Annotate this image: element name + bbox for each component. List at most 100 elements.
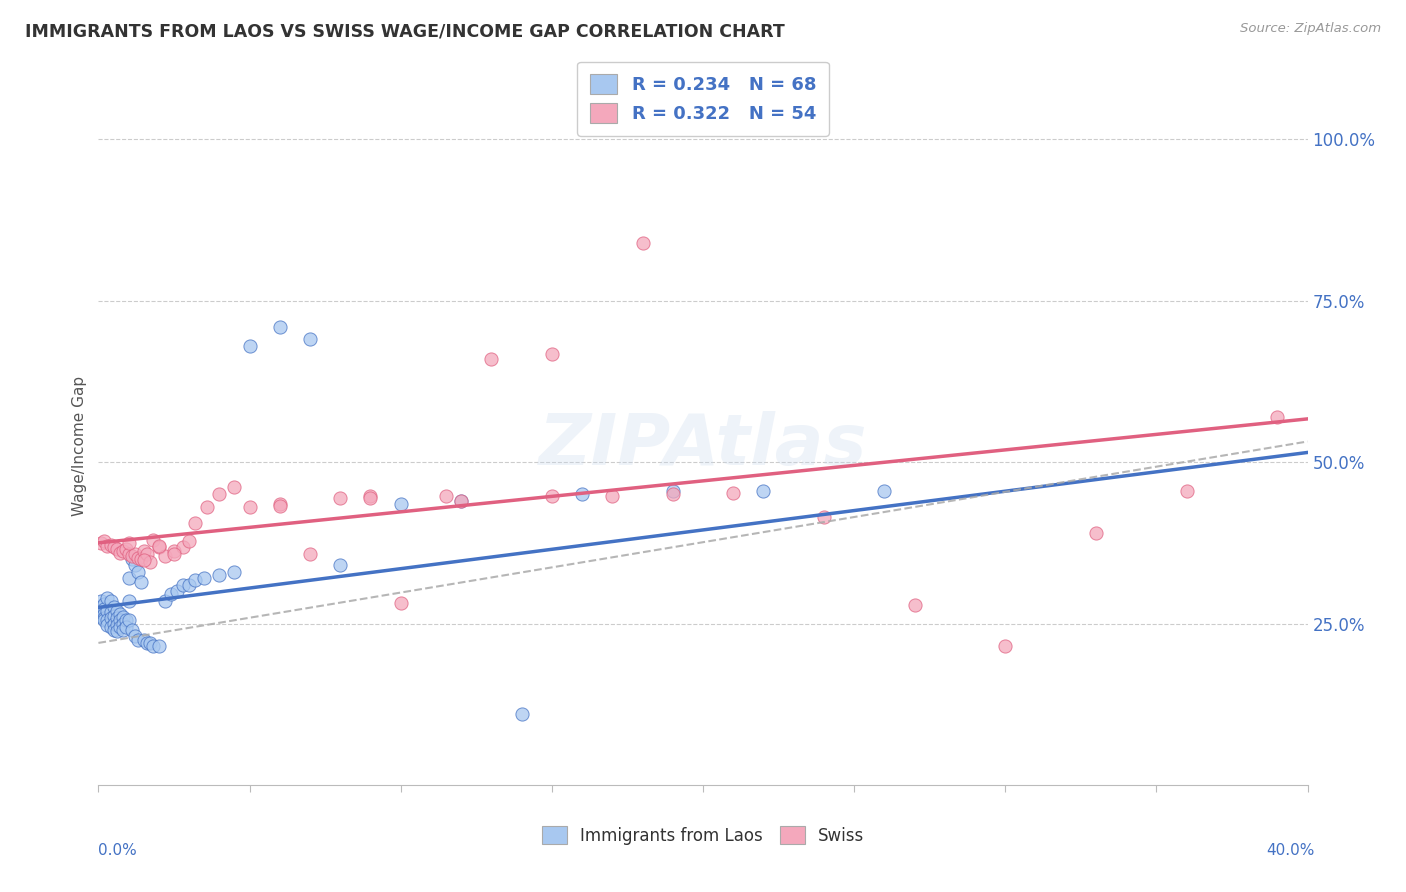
Point	[127, 632, 149, 647]
Point	[434, 489, 457, 503]
Point	[450, 494, 472, 508]
Point	[118, 613, 141, 627]
Point	[127, 550, 149, 565]
Point	[90, 594, 112, 608]
Point	[105, 542, 128, 557]
Point	[481, 351, 503, 366]
Point	[269, 499, 291, 513]
Point	[111, 623, 134, 637]
Point	[208, 487, 231, 501]
Point	[114, 620, 136, 634]
Point	[132, 553, 155, 567]
Point	[172, 578, 194, 592]
Point	[105, 617, 128, 632]
Point	[105, 624, 128, 639]
Point	[132, 632, 155, 647]
Point	[90, 610, 112, 624]
Point	[100, 620, 122, 634]
Point	[121, 549, 143, 563]
Point	[93, 611, 115, 625]
Point	[360, 491, 382, 505]
Point	[184, 573, 207, 587]
Point	[571, 487, 593, 501]
Point	[90, 536, 112, 550]
Point	[93, 602, 115, 616]
Point	[105, 611, 128, 625]
Text: Source: ZipAtlas.com: Source: ZipAtlas.com	[1240, 22, 1381, 36]
Point	[994, 639, 1017, 653]
Point	[160, 587, 183, 601]
Point	[661, 484, 683, 499]
Point	[163, 547, 186, 561]
Point	[239, 339, 262, 353]
Point	[100, 594, 122, 608]
Point	[360, 489, 382, 503]
Point	[450, 494, 472, 508]
Point	[96, 617, 118, 632]
Point	[103, 608, 125, 623]
Point	[723, 486, 745, 500]
Point	[103, 623, 125, 637]
Point	[540, 489, 562, 503]
Point	[118, 536, 141, 550]
Point	[179, 578, 201, 592]
Point	[114, 613, 136, 627]
Point	[239, 500, 262, 515]
Point	[153, 549, 176, 563]
Point	[108, 613, 131, 627]
Point	[329, 558, 352, 573]
Point	[510, 706, 533, 721]
Point	[96, 604, 118, 618]
Point	[148, 539, 170, 553]
Point	[873, 484, 896, 499]
Point	[299, 333, 322, 347]
Point	[100, 605, 122, 619]
Point	[139, 555, 162, 569]
Point	[329, 491, 352, 505]
Point	[132, 544, 155, 558]
Point	[1175, 484, 1198, 499]
Point	[103, 616, 125, 631]
Point	[148, 541, 170, 555]
Point	[1085, 526, 1108, 541]
Point	[103, 600, 125, 615]
Point	[103, 541, 125, 555]
Point	[127, 565, 149, 579]
Point	[135, 636, 157, 650]
Point	[389, 596, 412, 610]
Y-axis label: Wage/Income Gap: Wage/Income Gap	[72, 376, 87, 516]
Point	[135, 547, 157, 561]
Point	[108, 545, 131, 559]
Point	[100, 538, 122, 552]
Point	[163, 544, 186, 558]
Point	[100, 611, 122, 625]
Point	[118, 594, 141, 608]
Point	[124, 547, 146, 561]
Point	[114, 542, 136, 557]
Point	[813, 510, 835, 524]
Point	[172, 541, 194, 555]
Text: ZIPAtlas: ZIPAtlas	[538, 411, 868, 481]
Point	[389, 497, 412, 511]
Point	[90, 600, 112, 615]
Point	[121, 552, 143, 566]
Point	[661, 487, 683, 501]
Point	[153, 594, 176, 608]
Point	[184, 516, 207, 531]
Point	[148, 639, 170, 653]
Point	[224, 565, 246, 579]
Point	[118, 571, 141, 585]
Point	[540, 346, 562, 360]
Point	[93, 597, 115, 611]
Point	[118, 547, 141, 561]
Point	[269, 319, 291, 334]
Point	[96, 539, 118, 553]
Point	[631, 235, 654, 250]
Point	[105, 604, 128, 618]
Point	[108, 607, 131, 621]
Point	[904, 599, 927, 613]
Text: 40.0%: 40.0%	[1267, 843, 1315, 858]
Point	[96, 591, 118, 605]
Point	[108, 620, 131, 634]
Point	[129, 552, 152, 566]
